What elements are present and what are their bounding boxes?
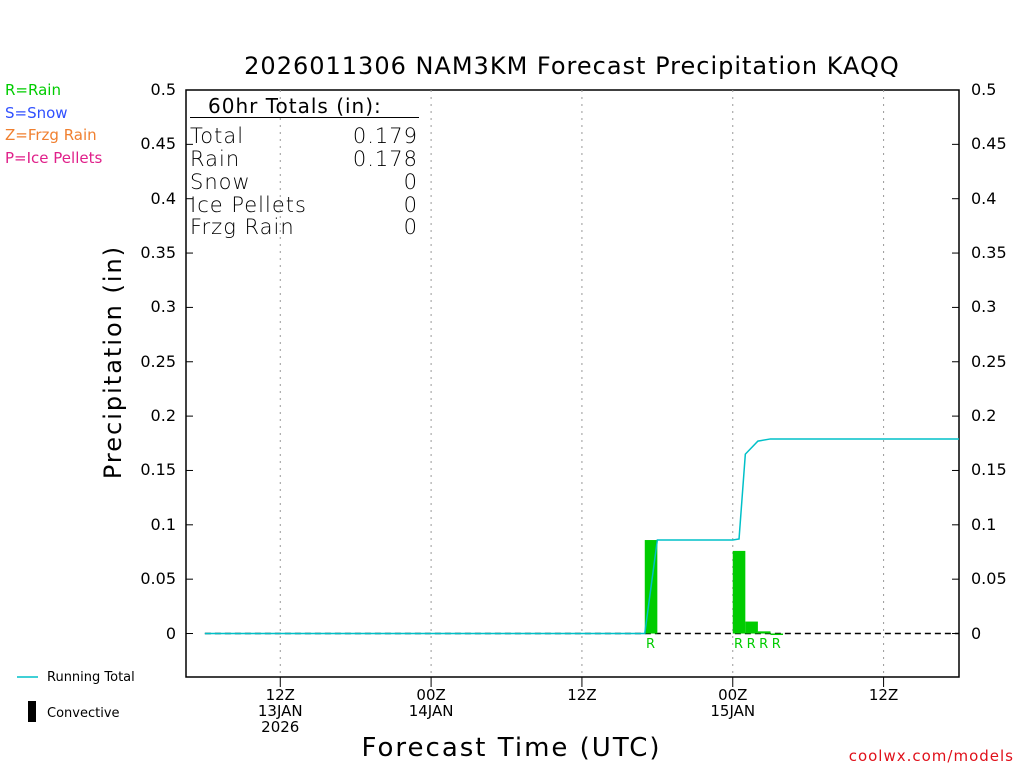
y-tick-label-left: 0.5	[150, 80, 176, 99]
y-tick-label-left: 0.05	[140, 569, 176, 589]
y-tick-label-right: 0.2	[971, 406, 997, 426]
y-tick-label-right: 0.4	[971, 188, 997, 208]
y-tick-label-right: 0.25	[971, 351, 1007, 371]
x-tick-label: 12Z 13JAN 2026	[257, 686, 303, 736]
y-tick-label-right: 0.1	[971, 514, 997, 534]
y-tick-label-right: 0.15	[971, 460, 1007, 480]
convective-key-swatch	[28, 701, 36, 722]
y-tick-label-right: 0.05	[971, 569, 1007, 589]
y-tick-label-right: 0.3	[971, 297, 997, 317]
totals-snow-value: 0	[403, 170, 418, 194]
ptype-marker: R	[759, 636, 769, 652]
totals-rain-value: 0.178	[352, 147, 418, 171]
y-tick-label-left: 0.3	[150, 297, 176, 317]
rain-bar	[745, 621, 758, 634]
running-total-key-label: Running Total	[47, 670, 135, 685]
y-tick-label-left: 0.35	[140, 243, 176, 263]
convective-key-label: Convective	[47, 706, 120, 721]
chart-title: 2026011306 NAM3KM Forecast Precipitation…	[244, 52, 900, 80]
y-tick-label-left: 0	[165, 623, 176, 643]
plot-frame	[185, 89, 960, 678]
x-tick-label: 00Z 14JAN	[408, 686, 454, 720]
site-credit: coolwx.com/models	[848, 747, 1014, 765]
rain-bar	[770, 633, 784, 636]
x-axis-title: Forecast Time (UTC)	[361, 733, 662, 763]
running-total-line	[204, 438, 959, 635]
totals-snow-label: Snow	[190, 170, 251, 194]
legend-snow: S=Snow	[5, 104, 68, 122]
totals-total-value: 0.179	[352, 124, 418, 148]
totals-underline	[190, 117, 419, 118]
y-tick-label-left: 0.45	[140, 134, 176, 154]
totals-frzg-rain-label: Frzg Rain	[190, 215, 295, 239]
y-tick-label-right: 0.5	[971, 80, 997, 99]
totals-total-label: Total	[190, 124, 245, 148]
totals-rain-label: Rain	[190, 147, 241, 171]
rain-bar	[757, 631, 771, 634]
y-tick-label-right: 0	[971, 623, 982, 643]
legend-rain: R=Rain	[5, 81, 61, 99]
rain-bars	[644, 540, 784, 636]
totals-frzg-rain-value: 0	[403, 215, 418, 239]
y-tick-label-left: 0.15	[140, 460, 176, 480]
y-tick-label-right: 0.35	[971, 243, 1007, 263]
totals-ice-pellets-label: Ice Pellets	[190, 193, 307, 217]
x-tick-label: 12Z	[868, 686, 899, 704]
x-tick-label: 00Z 15JAN	[710, 686, 756, 720]
ptype-marker: R	[646, 636, 656, 652]
y-tick-marks	[186, 89, 959, 635]
rain-bar	[732, 550, 746, 634]
x-tick-marks	[279, 677, 885, 687]
totals-header: 60hr Totals (in):	[208, 94, 382, 118]
x-tick-label: 12Z	[567, 686, 597, 704]
legend-frzg-rain: Z=Frzg Rain	[5, 126, 97, 144]
legend-ice-pellets: P=Ice Pellets	[5, 149, 103, 167]
y-tick-label-right: 0.45	[971, 134, 1007, 154]
y-tick-label-left: 0.25	[140, 351, 176, 371]
ptype-marker: R	[771, 636, 781, 652]
ptype-marker: R	[746, 636, 756, 652]
y-tick-label-left: 0.2	[150, 406, 176, 426]
y-tick-label-left: 0.4	[150, 188, 176, 208]
y-tick-label-left: 0.1	[150, 514, 176, 534]
y-axis-title: Precipitation (in)	[99, 244, 127, 480]
ptype-marker: R	[734, 636, 744, 652]
totals-ice-pellets-value: 0	[403, 193, 418, 217]
